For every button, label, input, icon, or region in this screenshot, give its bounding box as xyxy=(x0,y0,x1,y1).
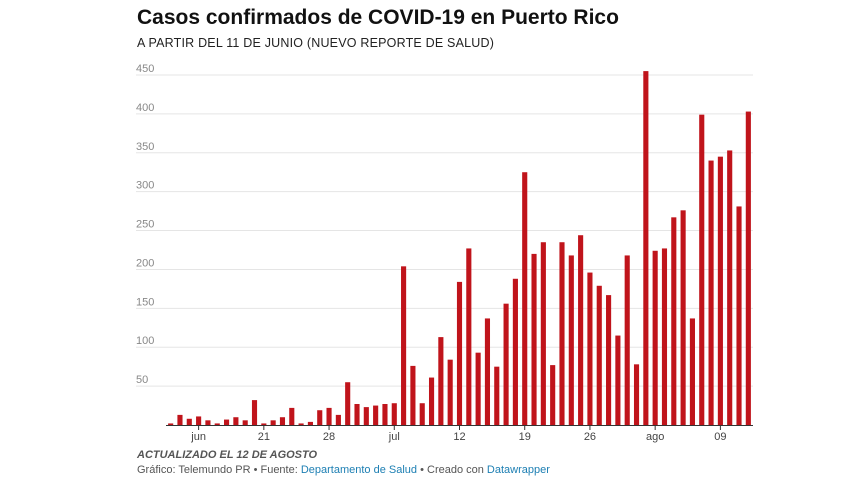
bar xyxy=(438,337,444,425)
bar xyxy=(689,318,695,425)
bar xyxy=(354,404,360,425)
bar xyxy=(373,405,379,425)
datawrapper-link[interactable]: Datawrapper xyxy=(486,464,550,476)
chart-notes: ACTUALIZADO EL 12 DE AGOSTO xyxy=(137,449,318,461)
bar xyxy=(177,414,183,425)
bar xyxy=(531,253,537,425)
bar xyxy=(205,420,211,425)
bar xyxy=(307,421,313,425)
bar xyxy=(717,156,723,426)
bar xyxy=(540,242,546,425)
bar xyxy=(251,400,258,425)
credit-prefix: Gráfico: Telemundo PR • Fuente: xyxy=(137,464,301,476)
bar xyxy=(606,295,612,425)
bar xyxy=(727,150,733,425)
bar xyxy=(363,407,369,425)
y-axis-labels: 50 100 150 200 250 300 350 400 450 xyxy=(136,63,154,386)
bar xyxy=(661,248,668,425)
grid-lines xyxy=(136,74,753,387)
bar xyxy=(279,417,286,425)
x-axis: jun 21 28 jul 12 19 26 ago 09 xyxy=(166,425,753,443)
bar xyxy=(410,365,416,425)
bar xyxy=(298,423,304,425)
x-tick-label: 19 xyxy=(519,431,531,443)
chart-subtitle: A PARTIR DEL 11 DE JUNIO (NUEVO REPORTE … xyxy=(137,36,495,50)
bar xyxy=(671,217,677,425)
bar xyxy=(484,318,491,425)
bar xyxy=(643,71,649,426)
bar xyxy=(550,365,556,425)
bar xyxy=(745,111,751,425)
y-tick-label: 200 xyxy=(136,257,154,269)
bar xyxy=(633,364,640,425)
bar xyxy=(224,419,230,425)
x-tick-label: jul xyxy=(388,431,400,443)
bar xyxy=(736,206,742,425)
bar xyxy=(699,114,705,426)
x-tick-label: 21 xyxy=(258,431,270,443)
bar xyxy=(596,285,602,425)
bar xyxy=(447,359,453,425)
bar xyxy=(503,303,509,425)
bar xyxy=(382,404,388,425)
bar xyxy=(466,248,472,425)
bar xyxy=(512,278,518,425)
bar xyxy=(419,403,425,425)
bar xyxy=(289,407,295,425)
bar xyxy=(401,266,407,425)
chart-title: Casos confirmados de COVID-19 en Puerto … xyxy=(137,6,619,29)
x-tick-label: 09 xyxy=(714,431,726,443)
bar xyxy=(428,377,435,425)
bar xyxy=(242,420,248,425)
y-tick-label: 50 xyxy=(136,374,148,386)
bar xyxy=(391,403,397,425)
bar xyxy=(335,414,341,425)
bar xyxy=(652,250,658,425)
bar xyxy=(168,423,174,425)
bar xyxy=(456,281,463,425)
bar xyxy=(270,420,276,425)
bar xyxy=(578,235,584,425)
y-tick-label: 300 xyxy=(136,180,154,192)
bars xyxy=(168,71,751,426)
x-tick-label: 28 xyxy=(323,431,335,443)
bar xyxy=(559,242,565,425)
y-tick-label: 150 xyxy=(136,296,154,308)
bar xyxy=(233,417,239,425)
x-tick-label: jun xyxy=(190,431,206,443)
bar xyxy=(624,255,630,425)
bar xyxy=(568,255,574,425)
bar xyxy=(615,335,621,425)
x-tick-label: 26 xyxy=(584,431,596,443)
credit-middle: • Creado con xyxy=(417,464,487,476)
bar xyxy=(475,352,481,425)
bar xyxy=(326,407,332,425)
source-link[interactable]: Departamento de Salud xyxy=(300,464,418,476)
bar xyxy=(345,382,351,425)
x-tick-label: ago xyxy=(646,431,664,443)
y-tick-label: 350 xyxy=(136,141,154,153)
x-tick-label: 12 xyxy=(453,431,465,443)
bar xyxy=(214,423,220,425)
bar xyxy=(261,423,267,425)
chart-credits: Gráfico: Telemundo PR • Fuente: Departam… xyxy=(137,464,550,476)
bar xyxy=(522,172,528,425)
y-tick-label: 100 xyxy=(136,335,154,347)
bar xyxy=(587,272,593,425)
bar xyxy=(708,160,714,425)
bar xyxy=(196,416,202,425)
bar xyxy=(680,210,686,425)
y-tick-label: 250 xyxy=(136,219,154,231)
bar xyxy=(186,418,192,425)
bar xyxy=(317,410,323,425)
bar xyxy=(494,366,500,425)
y-tick-label: 450 xyxy=(136,63,154,75)
y-tick-label: 400 xyxy=(136,102,154,114)
